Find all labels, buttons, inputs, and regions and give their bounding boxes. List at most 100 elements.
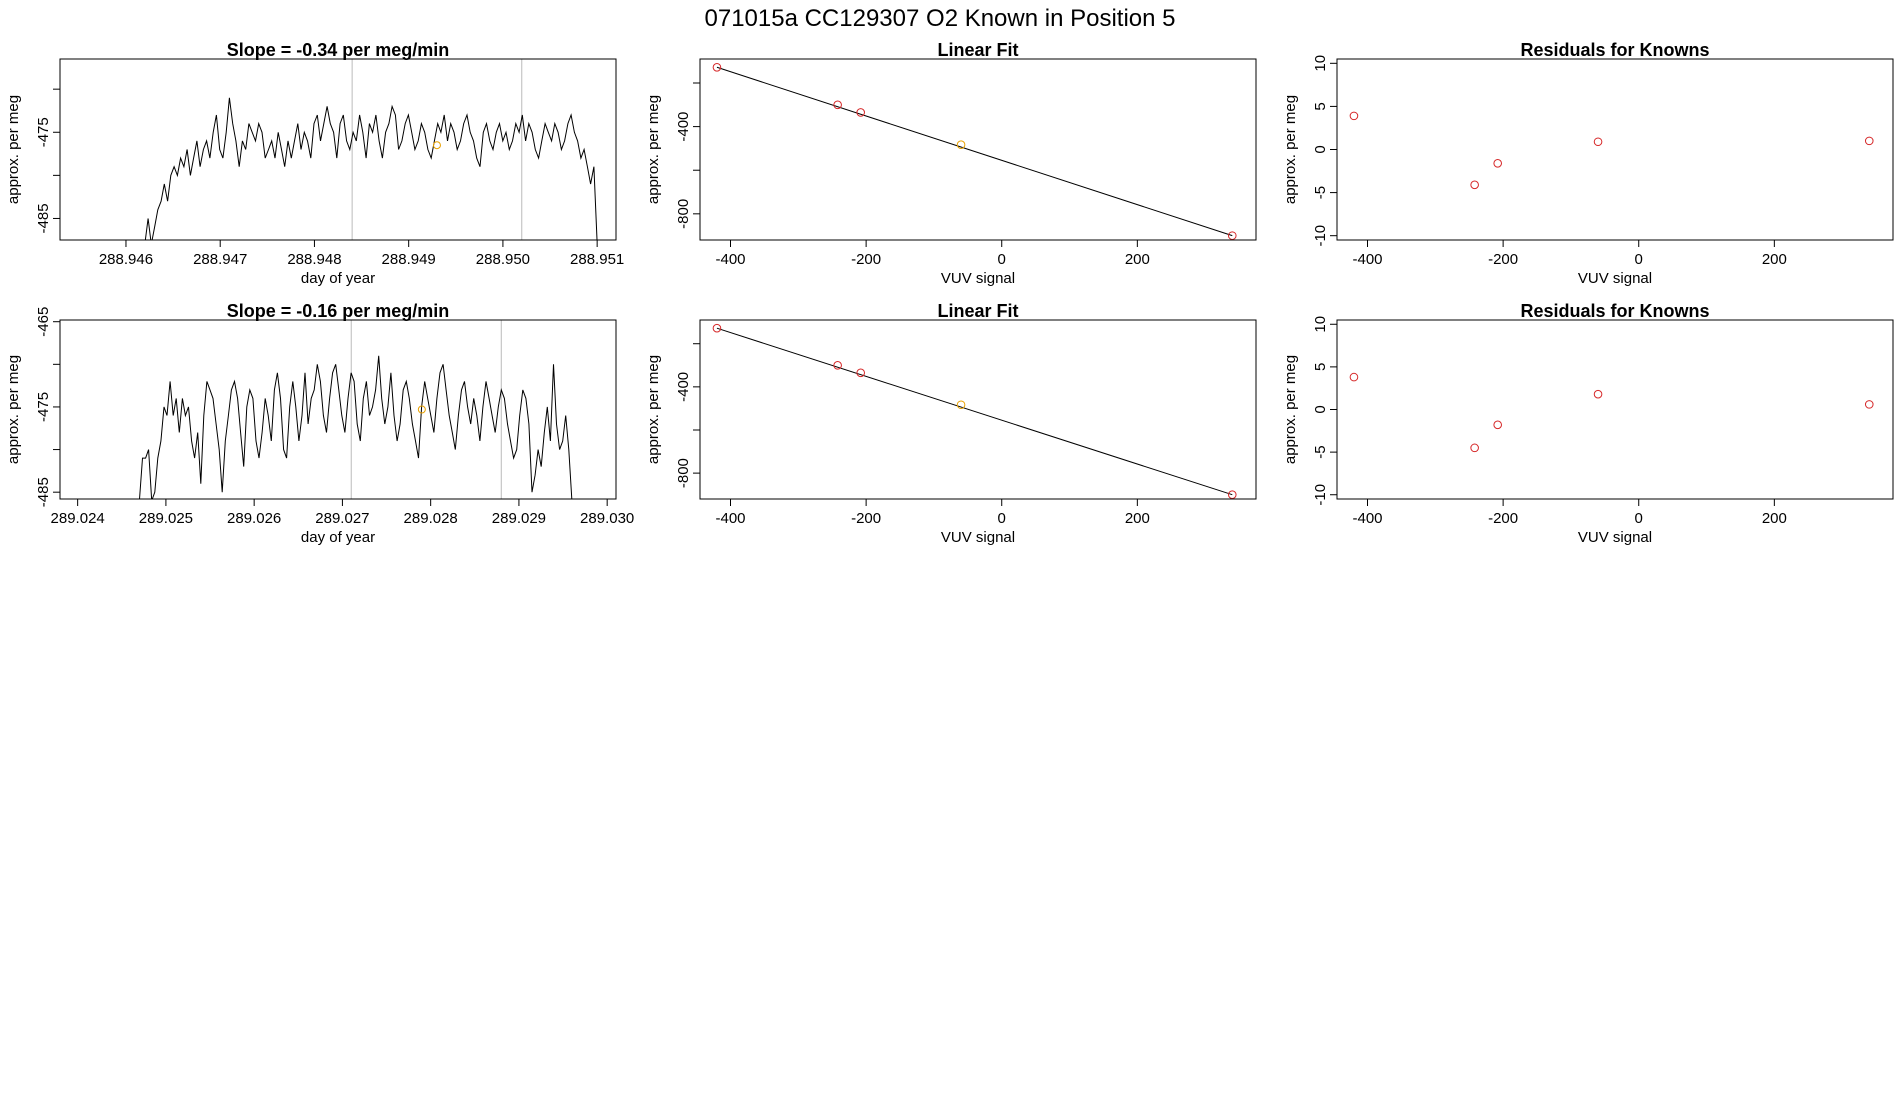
known-point	[1349, 372, 1359, 382]
x-tick-label: 288.950	[476, 251, 530, 268]
y-tick-label: -10	[1312, 225, 1329, 247]
panels: Slope = -0.34 per meg/min 288.946 288.947 2…	[5, 40, 1894, 546]
x-tick-label: -200	[851, 510, 881, 527]
plot-frame	[1336, 319, 1894, 500]
plot-area	[139, 355, 573, 499]
x-tick-label: -400	[715, 510, 745, 527]
panel-ts2: Slope = -0.16 per meg/min 289.024 289.025 2…	[5, 301, 634, 546]
unknown-marker	[417, 405, 426, 414]
known-point	[1593, 389, 1603, 399]
x-tick-label: 289.025	[139, 510, 193, 527]
known-point	[833, 360, 842, 370]
x-tick-label: 289.028	[404, 510, 458, 527]
known-point	[712, 323, 722, 333]
panel-title: Slope = -0.16 per meg/min	[227, 301, 450, 321]
y-tick-label: -465	[35, 307, 52, 337]
x-tick-label: 289.029	[492, 510, 546, 527]
known-point	[1349, 111, 1359, 121]
x-tick-label: 289.027	[315, 510, 369, 527]
fit-line	[716, 66, 1233, 237]
x-tick-label: 200	[1125, 510, 1150, 527]
y-tick-label: -485	[35, 203, 52, 233]
series-line	[144, 97, 598, 240]
y-axis-label: approx. per meg	[645, 355, 662, 464]
plot-frame	[699, 319, 1257, 500]
plot-area	[144, 97, 598, 240]
x-tick-label: -200	[1488, 251, 1518, 268]
x-axis-label: VUV signal	[1578, 529, 1652, 546]
plot-area	[712, 323, 1237, 499]
known-point	[1227, 490, 1237, 499]
x-tick-label: 288.947	[193, 251, 247, 268]
plot-area	[1349, 111, 1874, 190]
panel-ts1: Slope = -0.34 per meg/min 288.946 288.947 2…	[5, 40, 624, 287]
x-tick-label: 0	[1635, 251, 1643, 268]
known-point	[1493, 420, 1502, 430]
x-tick-label: -400	[1352, 510, 1382, 527]
y-tick-label: 10	[1312, 55, 1329, 72]
panel-title: Slope = -0.34 per meg/min	[227, 40, 450, 60]
x-tick-label: 288.946	[99, 251, 153, 268]
plot-frame	[59, 319, 617, 500]
y-tick-label: -475	[35, 392, 52, 422]
y-tick-label: 10	[1312, 316, 1329, 333]
plot-area	[712, 62, 1237, 240]
y-tick-label: 5	[1312, 102, 1329, 110]
y-tick-label: -800	[675, 458, 692, 488]
unknown-point	[956, 140, 966, 150]
panel-fit1: Linear Fit -400 -200 0 200 -800 -400 VUV signal…	[645, 40, 1257, 287]
y-tick-label: -475	[35, 117, 52, 147]
x-tick-label: 0	[998, 251, 1006, 268]
plot-frame	[59, 58, 617, 241]
x-tick-label: -200	[1488, 510, 1518, 527]
y-axis-label: approx. per meg	[5, 95, 22, 204]
unknown-marker	[432, 141, 441, 150]
known-point	[1470, 180, 1479, 190]
plot-area	[1349, 372, 1874, 453]
y-tick-label: -485	[35, 477, 52, 507]
known-point	[856, 108, 865, 117]
x-tick-label: 288.948	[287, 251, 341, 268]
known-point	[856, 368, 865, 378]
panel-fit2: Linear Fit -400 -200 0 200 -800 -400 VUV signal…	[645, 301, 1257, 546]
panel-res1: Residuals for Knowns -400 -200 0 200 -10 -5 0 5 1…	[1282, 40, 1894, 287]
x-tick-label: 0	[1635, 510, 1643, 527]
x-tick-label: 289.024	[51, 510, 105, 527]
x-axis-label: day of year	[301, 270, 375, 287]
y-tick-label: 0	[1312, 405, 1329, 413]
x-tick-label: 200	[1125, 251, 1150, 268]
figure-title: 071015a CC129307 O2 Known in Position 5	[705, 5, 1176, 32]
y-axis-label: approx. per meg	[645, 95, 662, 204]
y-axis-label: approx. per meg	[1282, 355, 1299, 464]
x-tick-label: -400	[1352, 251, 1382, 268]
x-tick-label: -200	[851, 251, 881, 268]
panel-title: Residuals for Knowns	[1520, 40, 1709, 60]
known-point	[1864, 136, 1874, 146]
plot-frame	[1336, 58, 1894, 241]
y-tick-label: 0	[1312, 145, 1329, 153]
x-tick-label: 288.949	[382, 251, 436, 268]
panel-title: Linear Fit	[937, 40, 1018, 60]
known-point	[1493, 158, 1502, 168]
x-tick-label: 289.030	[580, 510, 634, 527]
known-point	[1470, 443, 1479, 453]
x-axis-label: VUV signal	[941, 529, 1015, 546]
x-axis-label: VUV signal	[941, 270, 1015, 287]
x-tick-label: 200	[1762, 251, 1787, 268]
x-tick-label: 288.951	[570, 251, 624, 268]
y-tick-label: -5	[1312, 186, 1329, 199]
x-axis-label: day of year	[301, 529, 375, 546]
panel-title: Linear Fit	[937, 301, 1018, 321]
unknown-point	[956, 400, 966, 410]
x-tick-label: -400	[715, 251, 745, 268]
y-tick-label: -400	[675, 372, 692, 402]
known-point	[1227, 231, 1237, 240]
known-point	[1593, 137, 1603, 147]
series-line	[139, 355, 573, 499]
plot-frame	[699, 58, 1257, 241]
x-tick-label: 0	[998, 510, 1006, 527]
fit-line	[716, 327, 1233, 496]
x-axis-label: VUV signal	[1578, 270, 1652, 287]
y-tick-label: -800	[675, 199, 692, 229]
y-axis-label: approx. per meg	[1282, 95, 1299, 204]
